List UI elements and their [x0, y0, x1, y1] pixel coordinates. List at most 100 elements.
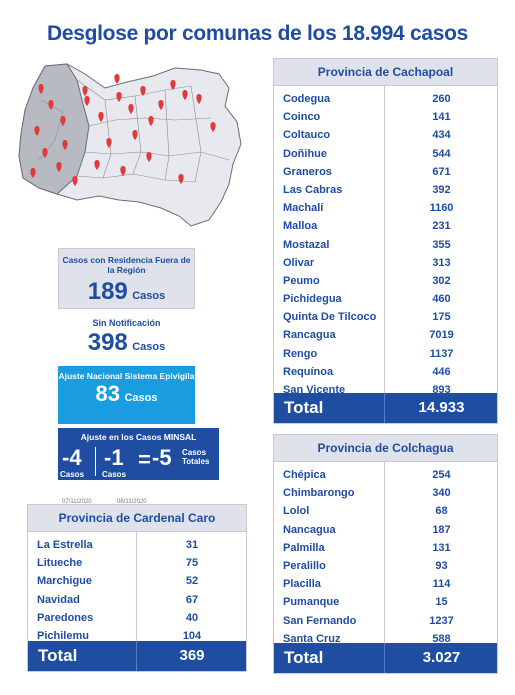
comuna-cases: 1137 — [429, 347, 454, 360]
comuna-name: Chimbarongo — [283, 487, 355, 500]
table-row: Lolol 68 — [274, 502, 497, 520]
map-pin-icon — [120, 166, 126, 176]
residencia-casos: Casos — [132, 290, 166, 302]
table-row: Pumanque 15 — [274, 593, 497, 611]
comuna-name: Quinta De Tilcoco — [283, 311, 377, 324]
map-pin-icon — [84, 96, 90, 106]
table-row: San Fernando 1237 — [274, 612, 497, 630]
comuna-cases: 31 — [185, 539, 199, 551]
table-row: Machalí 1160 — [274, 199, 497, 217]
comuna-name: Coltauco — [283, 129, 331, 142]
cachapoal-total-label: Total — [284, 398, 324, 417]
map-pin-icon — [72, 176, 78, 186]
minsal-total: -5 — [152, 445, 172, 470]
comuna-name: Litueche — [37, 557, 83, 570]
comuna-name: Olivar — [283, 256, 315, 269]
map-pin-icon — [30, 168, 36, 178]
table-row: Litueche 75 — [28, 554, 246, 572]
map-pin-icon — [34, 126, 40, 136]
cachapoal-total: Total 14.933 — [274, 393, 497, 423]
comuna-cases: 446 — [432, 365, 451, 378]
map-pin-icon — [140, 86, 146, 96]
comuna-cases: 40 — [185, 611, 199, 624]
map-pin-icon — [170, 80, 176, 90]
comuna-name: Requínoa — [283, 365, 334, 378]
cardenal-title: Provincia de Cardenal Caro — [28, 505, 246, 532]
sin-notificacion-casos: Casos — [132, 341, 166, 353]
minsal-eq: = — [138, 447, 151, 472]
comuna-cases: 68 — [435, 505, 448, 518]
sin-notificacion-box: Sin Notificación 398 Casos — [58, 314, 195, 366]
date-a: 07/11/2020 — [62, 499, 92, 505]
comuna-name: Rancagua — [283, 329, 336, 342]
map-pin-icon — [182, 90, 188, 100]
map-pin-icon — [48, 100, 54, 110]
comuna-cases: 175 — [432, 311, 451, 324]
comuna-name: Codegua — [283, 93, 331, 105]
comuna-name: Las Cabras — [283, 183, 343, 196]
ajuste-label: Ajuste Nacional Sistema Epivigila — [58, 371, 195, 381]
map-pin-icon — [116, 92, 122, 102]
comuna-cases: 1160 — [429, 202, 454, 215]
map-pin-icon — [62, 140, 68, 150]
comuna-cases: 313 — [432, 256, 451, 269]
table-row: Placilla 114 — [274, 575, 497, 593]
table-row: Las Cabras 392 — [274, 181, 497, 199]
table-row: Doñihue 544 — [274, 145, 497, 163]
map-pin-icon — [196, 94, 202, 104]
map-pin-icon — [146, 152, 152, 162]
ajuste-value: 83 — [95, 381, 120, 406]
table-row: Rengo 1137 — [274, 345, 497, 363]
comuna-cases: 544 — [432, 147, 451, 160]
comuna-cases: 93 — [435, 559, 448, 572]
colchagua-total-value: 3.027 — [422, 649, 461, 666]
map-pin-icon — [98, 112, 104, 122]
residencia-label: Casos con Residencia Fuera de la Región — [62, 255, 191, 275]
table-cachapoal: Provincia de Cachapoal Codegua 260 Coinco 1… — [273, 58, 498, 424]
comuna-cases: 67 — [185, 593, 199, 606]
comuna-name: Santa Cruz — [283, 632, 341, 645]
ajuste-epivigila-box: Ajuste Nacional Sistema Epivigila 83 Cas… — [58, 366, 195, 424]
comuna-cases: 302 — [432, 274, 451, 287]
comuna-name: Doñihue — [283, 147, 327, 160]
comuna-cases: 588 — [432, 632, 451, 645]
region-map — [18, 63, 242, 227]
table-row: Malloa 231 — [274, 217, 497, 235]
table-row: Coinco 141 — [274, 108, 497, 126]
comuna-cases: 460 — [432, 293, 451, 306]
table-row: Nancagua 187 — [274, 521, 497, 539]
cardenal-total-label: Total — [38, 646, 78, 665]
table-row: Paredones 40 — [28, 609, 246, 627]
comuna-name: Graneros — [283, 165, 332, 178]
map-pin-icon — [114, 74, 120, 84]
comuna-cases: 114 — [432, 578, 451, 591]
colchagua-title: Provincia de Colchagua — [274, 435, 497, 462]
cardenal-divider — [136, 531, 137, 641]
comuna-name: Marchigue — [37, 575, 93, 588]
comuna-name: Peralillo — [283, 559, 326, 572]
comuna-cases: 187 — [432, 523, 451, 536]
comuna-name: Paredones — [37, 611, 94, 624]
table-row: Olivar 313 — [274, 254, 497, 272]
comuna-name: Coinco — [283, 111, 321, 124]
comuna-cases: 1237 — [429, 614, 454, 627]
comuna-name: Navidad — [37, 593, 80, 606]
residencia-value: 189 — [87, 278, 128, 305]
minsal-label: Ajuste en los Casos MINSAL — [80, 432, 197, 442]
comuna-cases: 231 — [432, 220, 451, 233]
ajuste-minsal-box: Ajuste en los Casos MINSAL -4 Casos -1 C… — [58, 428, 219, 480]
map-pin-icon — [38, 84, 44, 94]
table-row: Peumo 302 — [274, 272, 497, 290]
map-pin-icon — [210, 122, 216, 132]
cardenal-total: Total 369 — [28, 641, 246, 671]
table-row: Graneros 671 — [274, 163, 497, 181]
comuna-name: Placilla — [283, 578, 321, 591]
minsal-divider — [95, 447, 96, 476]
map-pin-icon — [94, 160, 100, 170]
table-row: Mostazal 355 — [274, 236, 497, 254]
map-pin-icon — [128, 104, 134, 114]
comuna-cases: 671 — [432, 165, 451, 178]
comuna-cases: 104 — [182, 629, 202, 642]
colchagua-total: Total 3.027 — [274, 643, 497, 673]
minsal-b: -1 — [104, 445, 124, 470]
